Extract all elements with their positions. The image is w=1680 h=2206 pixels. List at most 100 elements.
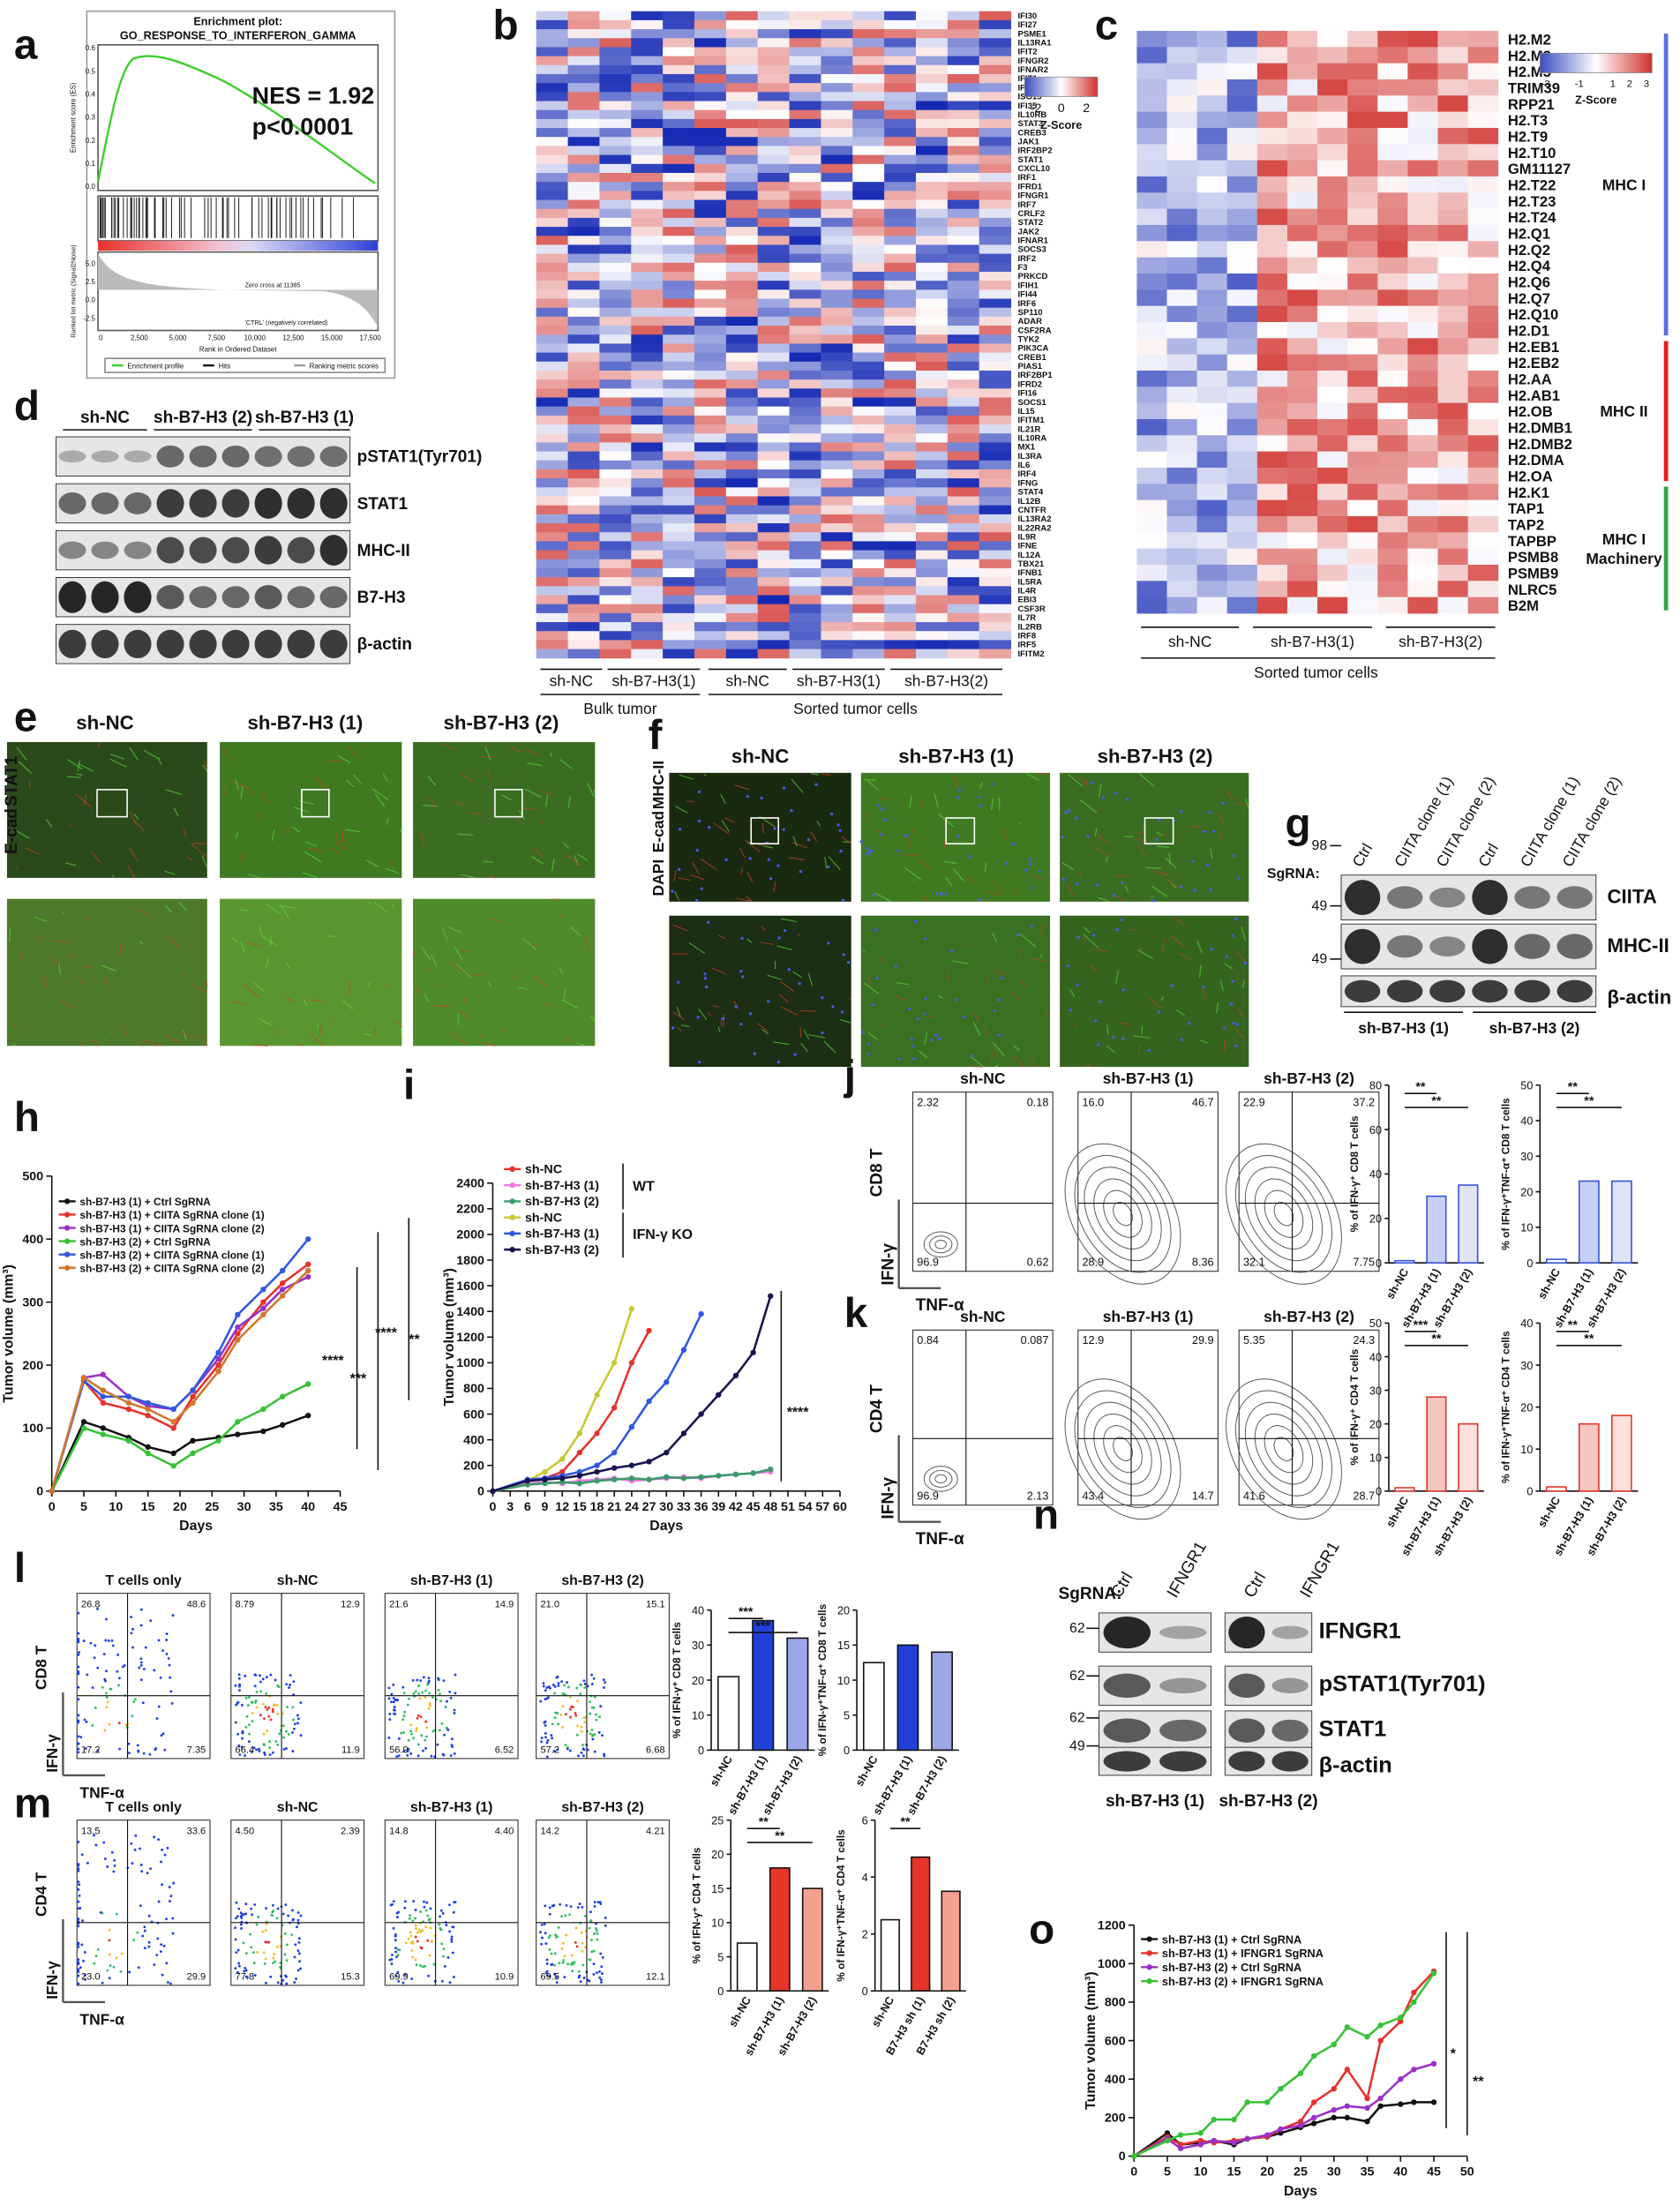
x-tick-label: 40 bbox=[1393, 2165, 1407, 2180]
heatmap-cell bbox=[725, 442, 759, 453]
event-dot bbox=[416, 1743, 420, 1746]
significance: **** bbox=[322, 1354, 345, 1369]
event-dot bbox=[165, 1632, 169, 1635]
heatmap-cell bbox=[1166, 597, 1198, 614]
event-dot bbox=[428, 1692, 431, 1695]
heatmap-cell bbox=[1196, 532, 1228, 550]
fiber bbox=[1129, 928, 1136, 932]
x-axis-title: Days bbox=[649, 1519, 683, 1534]
point bbox=[611, 1476, 618, 1482]
event-dot bbox=[276, 1907, 280, 1910]
label: DAPI bbox=[649, 859, 667, 897]
heatmap-cell bbox=[694, 281, 727, 290]
nucleus bbox=[1203, 829, 1206, 833]
heatmap-cell bbox=[757, 352, 791, 363]
point bbox=[628, 1306, 635, 1312]
event-dot bbox=[414, 1690, 417, 1693]
point bbox=[1430, 2060, 1437, 2067]
fiber bbox=[109, 754, 125, 760]
heatmap-cell bbox=[725, 451, 759, 461]
event-dot bbox=[604, 1924, 607, 1927]
event-dot bbox=[541, 1936, 544, 1940]
heatmap-cell bbox=[1467, 63, 1499, 80]
y-tick-label: 800 bbox=[463, 1382, 484, 1396]
heatmap-cell bbox=[1407, 289, 1438, 307]
nucleus bbox=[913, 919, 918, 924]
fiber bbox=[1151, 886, 1168, 897]
event-dot bbox=[294, 1943, 297, 1947]
heatmap-cell bbox=[1286, 289, 1318, 307]
heatmap-cell bbox=[694, 577, 727, 587]
heatmap-cell bbox=[1226, 548, 1258, 566]
nucleus bbox=[1231, 979, 1234, 983]
y-axis-title: Tumor volume (mm³) bbox=[442, 1268, 457, 1407]
heatmap-cell bbox=[567, 379, 600, 389]
heatmap-cell bbox=[567, 326, 600, 335]
fiber bbox=[679, 774, 694, 780]
heatmap-cell bbox=[852, 244, 885, 255]
event-dot bbox=[424, 1720, 428, 1723]
event-dot bbox=[251, 1700, 254, 1704]
nucleus bbox=[1152, 899, 1156, 903]
event-dot bbox=[590, 1682, 594, 1685]
x-tick-label: 20 bbox=[1260, 2165, 1274, 2180]
event-dot bbox=[291, 1750, 295, 1753]
fiber bbox=[803, 1029, 810, 1039]
event-dot bbox=[561, 1705, 565, 1708]
heatmap-cell bbox=[663, 19, 695, 30]
blot-band bbox=[1159, 1719, 1207, 1742]
fiber bbox=[258, 810, 261, 821]
nucleus bbox=[1066, 964, 1070, 968]
heatmap-cell bbox=[789, 172, 821, 183]
label: IL10RB bbox=[1018, 110, 1047, 120]
nucleus bbox=[968, 854, 971, 859]
event-dot bbox=[162, 1944, 166, 1947]
nucleus bbox=[1237, 876, 1241, 880]
fiber bbox=[1234, 949, 1247, 964]
fiber bbox=[243, 983, 259, 998]
label: 2,500 bbox=[131, 334, 148, 342]
fiber bbox=[1176, 1009, 1185, 1017]
heatmap-cell bbox=[725, 11, 759, 21]
event-dot bbox=[133, 1698, 137, 1701]
event-dot bbox=[393, 1708, 395, 1712]
label: PSMB8 bbox=[1508, 549, 1558, 566]
event-dot bbox=[244, 1902, 248, 1906]
heatmap-cell bbox=[725, 586, 759, 596]
heatmap-cell bbox=[821, 514, 853, 524]
event-dot bbox=[91, 1686, 94, 1689]
nucleus bbox=[1016, 933, 1020, 936]
point bbox=[1310, 2120, 1317, 2127]
heatmap-cell bbox=[1377, 515, 1408, 533]
nucleus bbox=[836, 823, 840, 827]
y-tick-label: 400 bbox=[1105, 2073, 1126, 2087]
fiber bbox=[82, 964, 93, 969]
point bbox=[1377, 2037, 1384, 2044]
heatmap-cell bbox=[852, 172, 885, 183]
heatmap-cell bbox=[663, 217, 695, 228]
event-dot bbox=[131, 1862, 134, 1865]
event-dot bbox=[552, 1903, 556, 1907]
heatmap-cell bbox=[789, 19, 821, 30]
label: IFNAR1 bbox=[1018, 236, 1049, 246]
fiber bbox=[569, 926, 581, 937]
heatmap-cell bbox=[789, 298, 821, 309]
fiber bbox=[442, 927, 448, 941]
heatmap-cell bbox=[725, 397, 759, 408]
flow-plot bbox=[384, 1593, 519, 1760]
label: 15,000 bbox=[321, 334, 343, 342]
colorbar bbox=[1024, 76, 1099, 97]
event-dot bbox=[425, 1726, 429, 1730]
event-dot bbox=[171, 1917, 175, 1920]
event-dot bbox=[84, 1977, 86, 1981]
event-dot bbox=[131, 1646, 134, 1649]
bar bbox=[880, 1918, 900, 1992]
label: H2.T22 bbox=[1508, 176, 1556, 193]
fiber bbox=[1106, 1024, 1109, 1035]
heatmap-cell bbox=[663, 631, 695, 641]
heatmap-cell bbox=[1437, 63, 1469, 80]
heatmap-cell bbox=[1347, 484, 1378, 501]
event-dot bbox=[139, 1663, 143, 1667]
event-dot bbox=[602, 1686, 605, 1689]
heatmap-cell bbox=[1347, 47, 1378, 64]
